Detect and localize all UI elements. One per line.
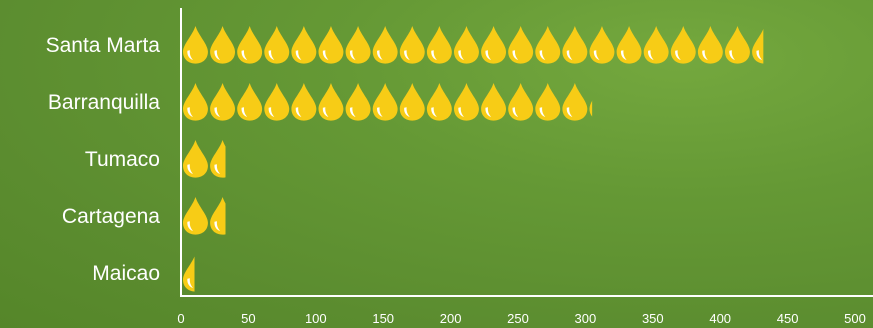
oil-drop-icon	[481, 26, 507, 64]
oil-drop-icon	[183, 26, 208, 64]
oil-drop-icon	[237, 83, 263, 121]
oil-drop-icon	[183, 140, 208, 178]
oil-drop-icon	[318, 83, 344, 121]
category-label: Cartagena	[62, 205, 160, 228]
oil-drop-icon	[183, 83, 208, 121]
oil-drop-icon	[345, 83, 371, 121]
x-tick-label: 0	[177, 311, 184, 326]
category-label: Barranquilla	[48, 91, 160, 114]
x-tick-label: 350	[642, 311, 664, 326]
oil-drop-icon	[291, 26, 317, 64]
oil-drop-icon	[535, 83, 561, 121]
oil-drop-icon	[589, 26, 615, 64]
oil-drop-icon	[345, 26, 371, 64]
x-tick-label: 450	[777, 311, 799, 326]
oil-drop-icon	[399, 26, 425, 64]
oil-drop-icon	[616, 26, 642, 64]
drop-marks	[183, 26, 764, 292]
oil-drop-icon	[426, 83, 452, 121]
oil-drop-icon	[399, 83, 425, 121]
category-label: Maicao	[92, 262, 160, 285]
oil-drop-icon	[210, 26, 236, 64]
oil-drop-icon	[318, 26, 344, 64]
drop-bar	[183, 140, 226, 178]
oil-drop-icon	[454, 26, 479, 64]
x-tick-label: 400	[709, 311, 731, 326]
oil-drop-icon	[725, 26, 750, 64]
x-tick-label: 300	[575, 311, 597, 326]
oil-drop-icon	[508, 26, 534, 64]
oil-drop-icon	[291, 83, 317, 121]
drop-bar	[183, 83, 593, 121]
x-tick-label: 100	[305, 311, 327, 326]
x-tick-label: 500	[844, 311, 866, 326]
oil-drop-icon	[426, 26, 452, 64]
category-labels: Santa Marta Barranquilla Tumaco Cartagena Ma…	[46, 34, 161, 285]
oil-drop-icon	[454, 83, 479, 121]
drop-bar	[183, 26, 764, 64]
oil-drop-icon	[372, 83, 398, 121]
x-tick-label: 200	[440, 311, 462, 326]
oil-drop-icon	[264, 26, 290, 64]
oil-drop-icon	[535, 26, 561, 64]
oil-drop-icon	[508, 83, 534, 121]
x-tick-label: 250	[507, 311, 529, 326]
oil-drop-icon	[183, 197, 208, 235]
oil-drop-icon	[183, 256, 195, 292]
oil-drop-icon	[372, 26, 398, 64]
oil-drop-icon	[210, 197, 226, 235]
oil-drop-icon	[643, 26, 669, 64]
oil-drop-icon	[670, 26, 696, 64]
x-tick-label: 150	[372, 311, 394, 326]
axes	[180, 8, 873, 297]
oil-drop-icon	[562, 83, 588, 121]
oil-drop-icon	[210, 83, 236, 121]
oil-drop-icon	[752, 29, 764, 64]
oil-drop-icon	[697, 26, 723, 64]
drop-bar	[183, 197, 226, 235]
category-label: Santa Marta	[46, 34, 161, 57]
category-label: Tumaco	[85, 148, 160, 171]
x-tick-labels: 0 50 100 150 200 250 300 350 400 450 500	[177, 311, 865, 326]
oil-drop-icon	[481, 83, 507, 121]
x-tick-label: 50	[241, 311, 255, 326]
oil-drop-icon	[562, 26, 588, 64]
oil-drop-icon	[589, 100, 593, 117]
oil-drop-icon	[237, 26, 263, 64]
oil-drop-icon	[210, 140, 226, 178]
drop-bar	[183, 256, 195, 292]
oil-drop-icon	[264, 83, 290, 121]
